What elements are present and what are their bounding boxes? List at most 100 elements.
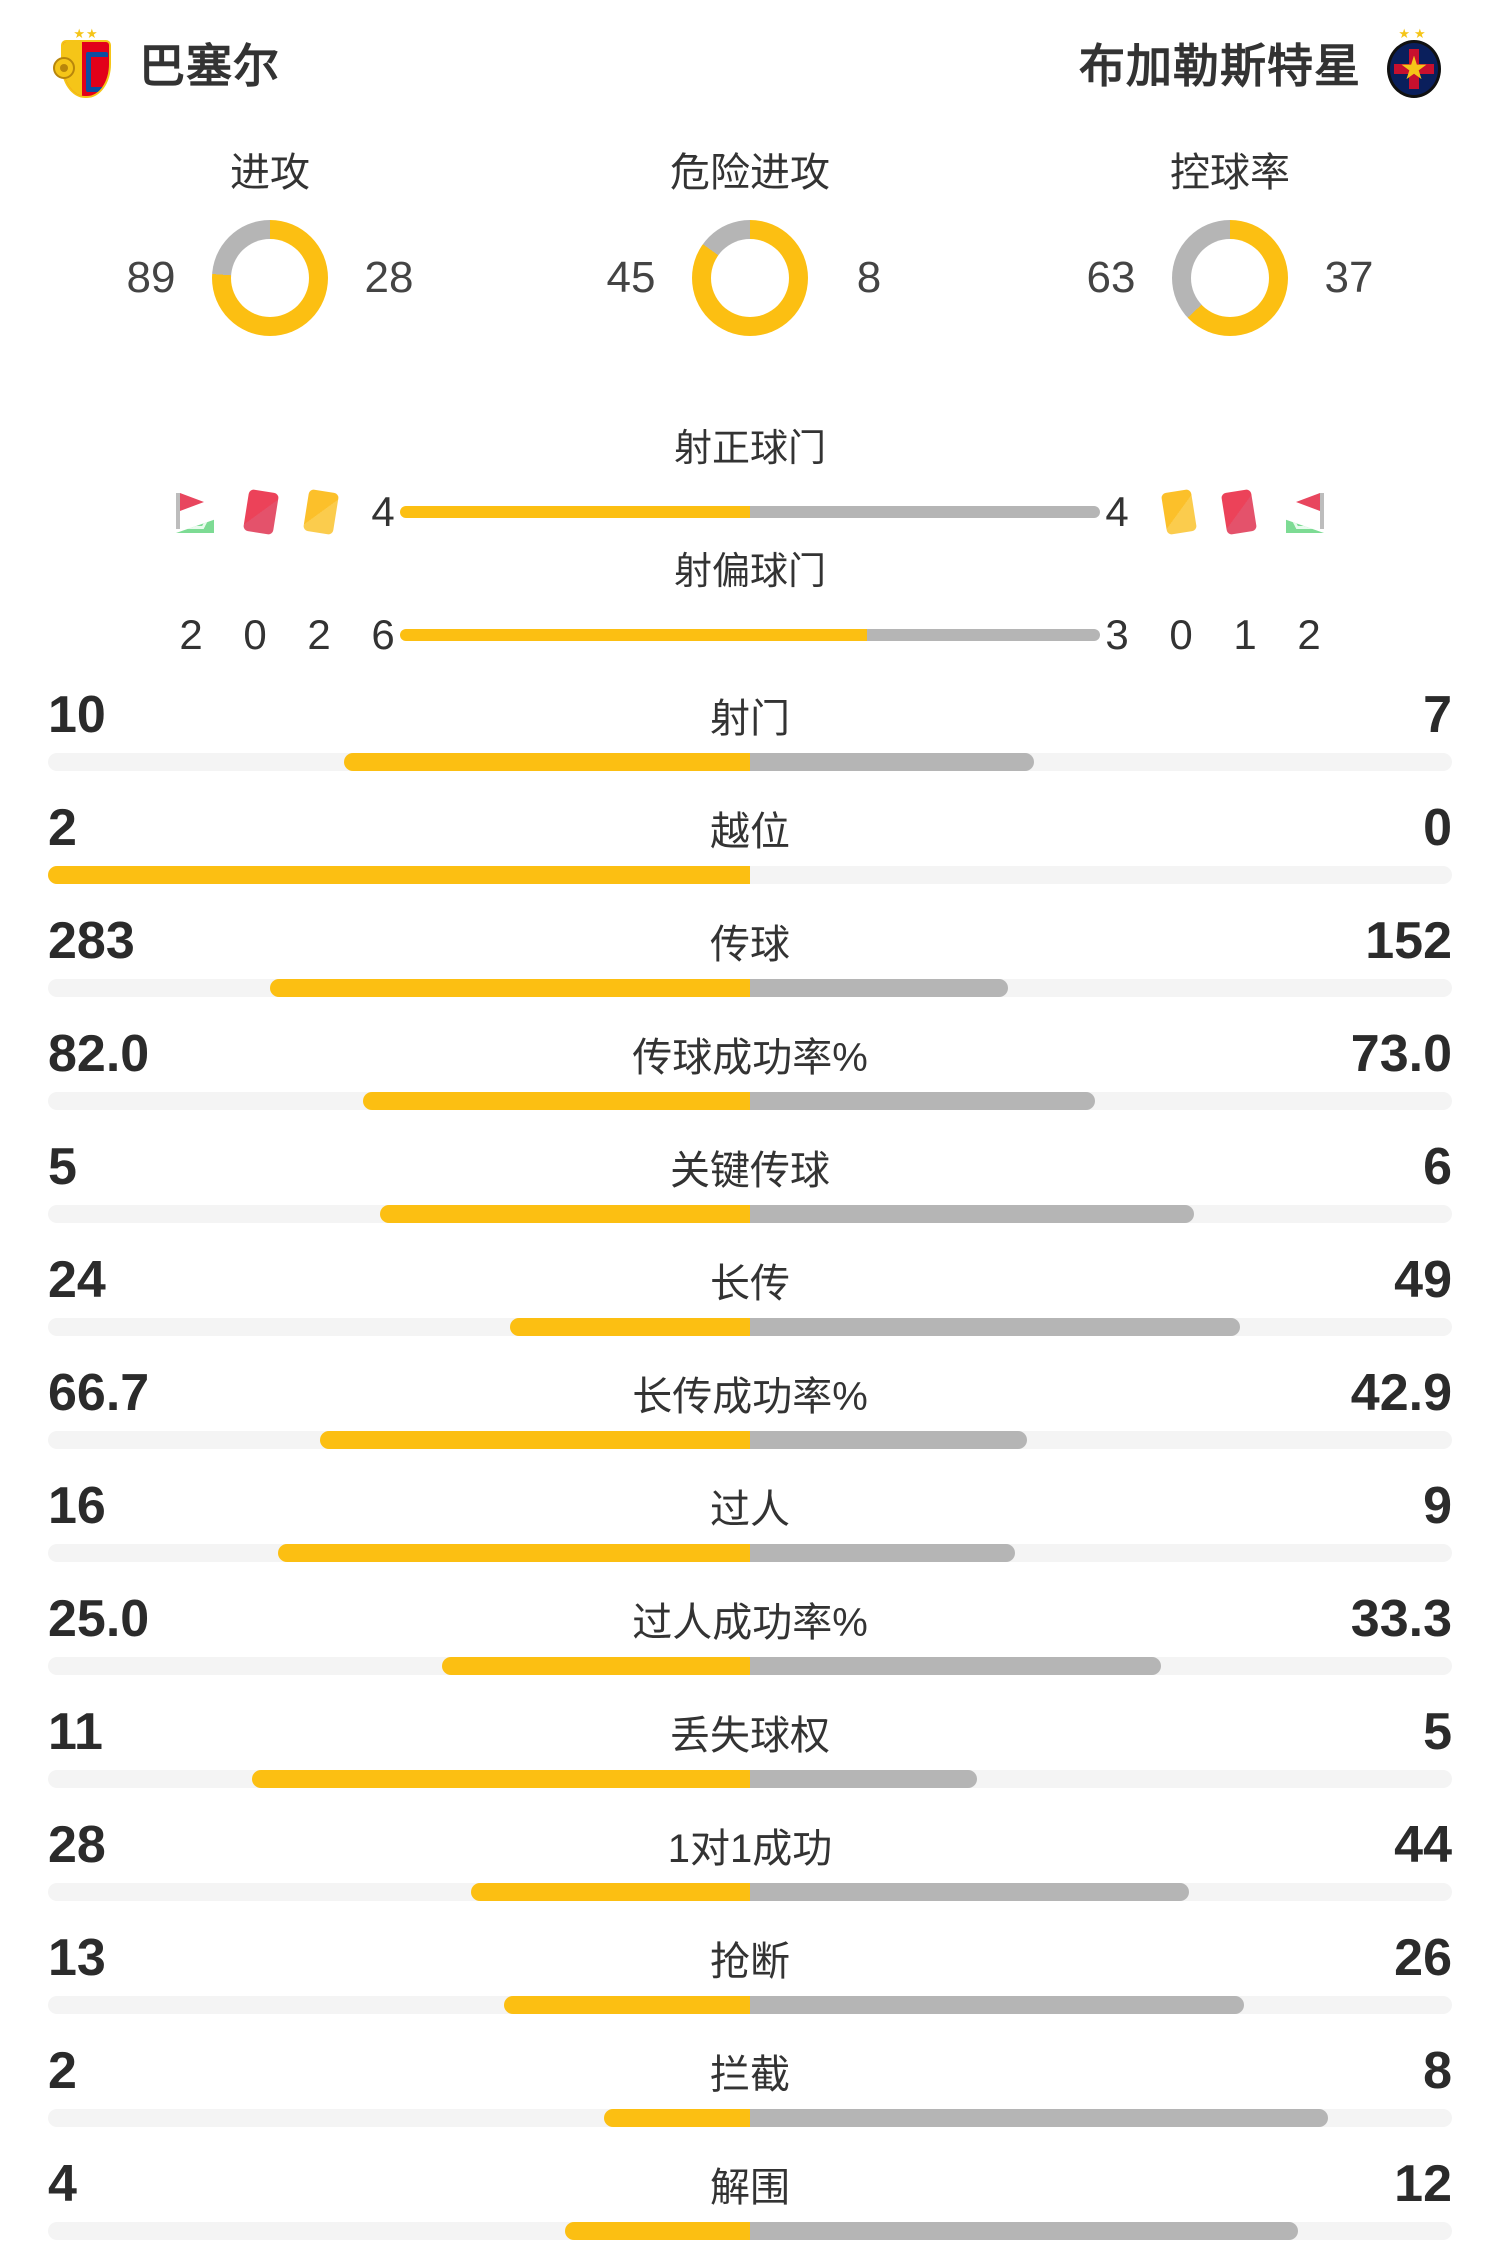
stat-bar-track [48,1770,1452,1788]
away-red-cards-count: 1 [1233,611,1257,658]
stat-bar-home [319,1431,750,1449]
shots-off-target-label: 射偏球门 [673,551,826,593]
stat-away-value: 49 [1394,1251,1452,1309]
stat-away-value: 7 [1423,686,1452,744]
away-corners-count: 2 [1297,611,1321,658]
stat-home-value: 28 [48,1816,106,1874]
donut-block-0: 进攻 89 28 [50,140,490,336]
home-corners-count: 2 [179,611,203,658]
donut-chart [1172,220,1288,336]
stat-bar-track [48,1318,1452,1336]
stat-label: 抢断 [710,1940,790,1984]
stat-bar-away [750,1544,1016,1562]
stat-bar-away [750,1431,1027,1449]
stat-bar-track [48,1431,1452,1449]
stat-label: 丢失球权 [670,1714,830,1758]
stat-away-value: 33.3 [1350,1590,1452,1648]
stat-bar-away [750,2222,1299,2240]
stat-bar-home [441,1657,750,1675]
stat-row: 10 射门 7 [48,677,1452,790]
stat-label: 1对1成功 [667,1827,833,1871]
shots-on-target-away: 4 [1105,488,1129,535]
stat-label: 传球 [710,923,790,967]
stat-row: 13 抢断 26 [48,1920,1452,2033]
stat-away-value: 6 [1423,1138,1452,1196]
stat-bar-away [750,1318,1240,1336]
away-team[interactable]: 布加勒斯特星 ★★ [1079,27,1445,99]
stat-bar-track [48,1205,1452,1223]
stats-list: 10 射门 7 2 越位 0 283 传球 152 82.0 传球成功率% 73.0 5 关键传球 6 24 长… [0,663,1500,2244]
stat-home-value: 16 [48,1477,106,1535]
stat-bar-track [48,1996,1452,2014]
stat-bar-track [48,2222,1452,2240]
donut-home-value: 89 [126,253,176,302]
stat-home-value: 2 [48,2042,77,2100]
basel-crest-icon: ★★ [53,27,117,99]
shots-off-target-row: 2 0 2 6 3 0 1 2 [0,607,1500,663]
stat-row: 2 越位 0 [48,790,1452,903]
shots-on-target-label: 射正球门 [673,428,826,470]
stat-away-value: 0 [1423,799,1452,857]
shots-off-target-home: 6 [371,611,395,658]
home-yellow-cards-count: 2 [307,611,331,658]
stat-away-value: 5 [1423,1703,1452,1761]
shots-on-target-row: 4 4 [0,484,1500,540]
stat-label: 射门 [710,697,790,741]
stat-away-value: 73.0 [1350,1025,1452,1083]
donut-title: 进攻 [230,151,310,195]
stat-bar-home [269,979,750,997]
home-team-name: 巴塞尔 [139,39,280,92]
stat-bar-home [344,753,750,771]
stat-bar-home [509,1318,750,1336]
stat-home-value: 13 [48,1929,106,1987]
stat-home-value: 25.0 [48,1590,150,1648]
shots-and-discipline: 射正球门 4 4 射偏球门 2 0 2 6 [0,405,1500,663]
stat-away-value: 152 [1365,912,1452,970]
stat-row: 4 解围 12 [48,2146,1452,2244]
shots-off-target-away: 3 [1105,611,1129,658]
donut-home-value: 63 [1086,253,1136,302]
stat-bar-away [750,1996,1244,2014]
donut-block-2: 控球率 63 37 [1010,140,1450,336]
stat-row: 25.0 过人成功率% 33.3 [48,1581,1452,1694]
stat-home-value: 4 [48,2155,77,2213]
stat-bar-away [750,1657,1161,1675]
stat-row: 66.7 长传成功率% 42.9 [48,1355,1452,1468]
donut-chart [212,220,328,336]
stat-label: 越位 [710,810,790,854]
stat-home-value: 24 [48,1251,106,1309]
home-team[interactable]: ★★ 巴塞尔 [53,27,280,99]
stat-bar-away [750,1205,1195,1223]
shots-on-target-bar [400,506,1100,518]
stat-bar-track [48,1544,1452,1562]
stat-bar-home [278,1544,750,1562]
stat-bar-track [48,1092,1452,1110]
home-red-cards-count: 0 [243,611,267,658]
match-header: ★★ 巴塞尔 布加勒斯特星 ★★ [0,0,1500,125]
stat-away-value: 9 [1423,1477,1452,1535]
stat-bar-track [48,753,1452,771]
stat-label: 关键传球 [670,1149,830,1193]
stat-home-value: 283 [48,912,135,970]
stat-bar-away [750,1092,1095,1110]
stat-bar-home [603,2109,750,2127]
stat-bar-home [362,1092,750,1110]
stat-home-value: 82.0 [48,1025,150,1083]
stat-away-value: 8 [1423,2042,1452,2100]
crest-oval [1387,39,1441,98]
stat-bar-home [48,866,750,884]
corner-flag-icon [170,491,216,533]
stat-label: 传球成功率% [632,1036,868,1080]
donut-summary-row: 进攻 89 28 危险进攻 45 8 控球率 63 37 [0,125,1500,405]
stat-bar-away [750,1770,977,1788]
stat-away-value: 44 [1394,1816,1452,1874]
stat-bar-away [750,2109,1328,2127]
corner-flag-icon [1284,491,1330,533]
stat-home-value: 10 [48,686,106,744]
donut-home-value: 45 [606,253,656,302]
donut-chart [692,220,808,336]
away-team-name: 布加勒斯特星 [1079,39,1361,92]
stat-row: 28 1对1成功 44 [48,1807,1452,1920]
yellow-card-icon [302,488,340,536]
red-card-icon [1220,488,1258,536]
